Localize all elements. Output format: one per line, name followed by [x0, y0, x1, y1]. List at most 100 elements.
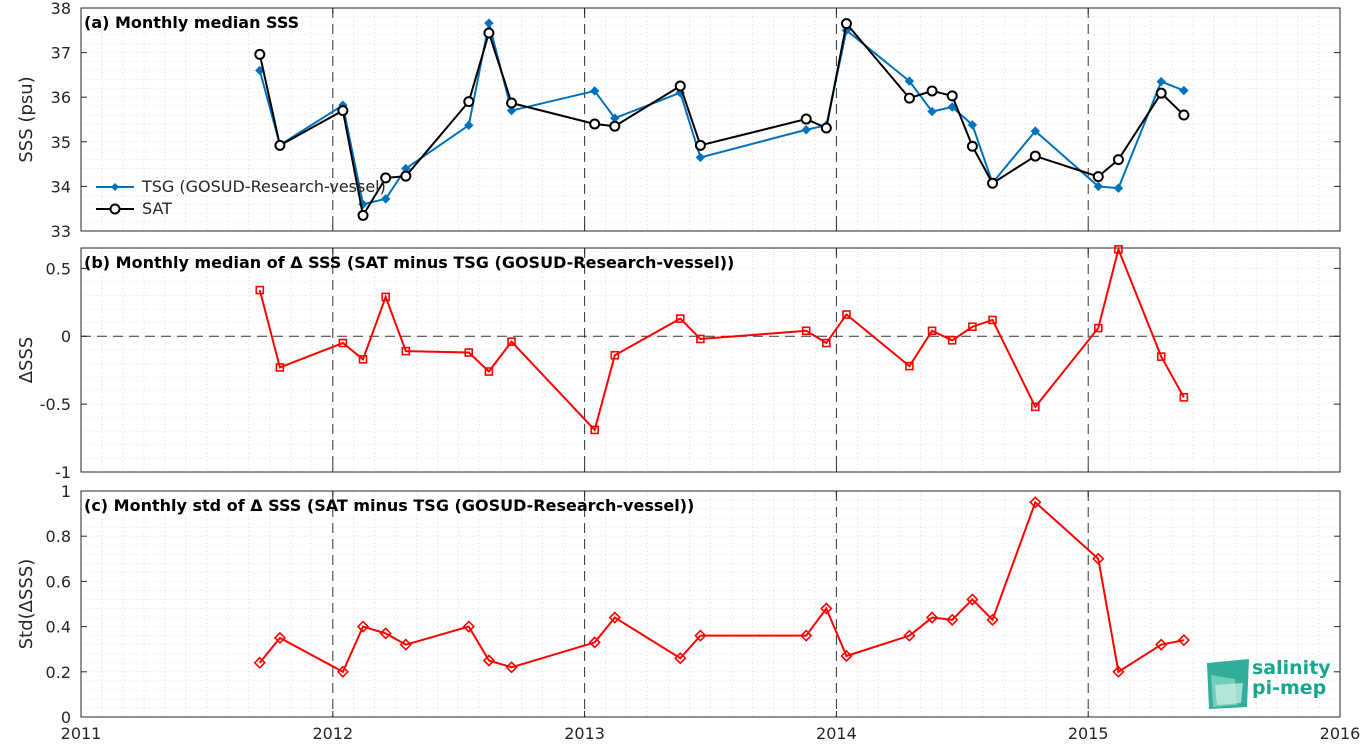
panel-title: (a) Monthly median SSS	[84, 13, 299, 32]
data-point	[1092, 552, 1105, 565]
data-point	[1112, 665, 1125, 678]
x-tick-label: 2016	[1320, 724, 1361, 743]
data-point	[590, 425, 599, 435]
y-axis-label: SSS (psu)	[16, 76, 37, 162]
x-tick-label: 2013	[564, 724, 605, 743]
data-point	[840, 649, 853, 663]
data-point	[274, 139, 286, 151]
data-point	[820, 602, 833, 615]
y-tick-label: 37	[51, 44, 71, 63]
data-point	[800, 113, 812, 125]
x-tick-label: 2011	[61, 724, 102, 743]
data-point	[986, 613, 999, 626]
legend: TSG (GOSUD-Research-vessel) SAT	[96, 177, 386, 218]
data-point	[462, 620, 475, 633]
axes-box	[80, 490, 1341, 718]
data-point	[1155, 87, 1167, 99]
data-point	[275, 363, 285, 372]
data-point	[696, 334, 705, 344]
data-point	[1093, 181, 1103, 192]
legend-label: TSG (GOSUD-Research-vessel)	[141, 177, 386, 196]
data-point	[674, 80, 686, 92]
axes-box	[80, 247, 1341, 473]
axes-box	[80, 7, 1341, 232]
data-point	[966, 593, 979, 606]
legend-label: SAT	[142, 199, 172, 218]
series-delta	[253, 496, 1191, 678]
panel-title: (b) Monthly median of Δ SSS (SAT minus T…	[84, 253, 734, 272]
y-tick-label: 0.5	[46, 259, 71, 278]
data-point	[1113, 183, 1124, 193]
data-point	[967, 120, 978, 130]
data-point	[484, 367, 494, 376]
data-point	[988, 315, 997, 325]
data-point	[483, 27, 495, 39]
data-point	[1178, 109, 1190, 121]
data-point	[464, 120, 474, 131]
data-point	[1114, 245, 1123, 254]
data-point	[800, 629, 813, 642]
y-tick-label: -1	[55, 463, 71, 482]
data-point	[1177, 634, 1191, 647]
data-point	[1030, 126, 1041, 136]
data-point	[357, 209, 369, 221]
data-point	[840, 18, 852, 30]
data-point	[675, 314, 685, 323]
logo-text: salinity pi-mep	[1252, 658, 1331, 698]
data-point	[381, 292, 390, 302]
data-point	[401, 346, 411, 356]
data-point	[589, 118, 601, 130]
data-point	[1093, 323, 1103, 333]
logo-line1: salinity	[1252, 657, 1331, 679]
data-point	[482, 654, 496, 667]
y-tick-label: 36	[51, 88, 71, 107]
data-point	[694, 139, 706, 151]
data-point	[608, 611, 621, 624]
data-point	[507, 337, 516, 346]
data-point	[842, 310, 851, 319]
data-point	[903, 92, 915, 104]
data-point	[1092, 171, 1104, 183]
panel-c: 0 0.2 0.4 0.6 0.8 1 2011 2012 2013 2014 2015 2016 St…	[16, 482, 1360, 743]
logo-line2: pi-mep	[1252, 677, 1327, 699]
data-point	[905, 361, 914, 371]
y-tick-label: 1	[61, 482, 71, 501]
y-tick-label: 0.8	[46, 527, 71, 546]
data-point	[820, 122, 832, 134]
data-point	[968, 322, 977, 332]
data-point	[338, 338, 348, 348]
y-tick-label: 34	[51, 177, 71, 196]
salinity-pi-mep-logo	[1207, 659, 1249, 709]
series-line	[258, 246, 1185, 432]
y-tick-label: 33	[51, 222, 71, 241]
y-tick-label: 38	[51, 0, 71, 18]
data-point	[506, 105, 517, 116]
data-point	[588, 636, 601, 649]
data-point	[904, 76, 915, 86]
data-point	[695, 152, 706, 163]
data-point	[484, 18, 494, 28]
data-point	[358, 355, 368, 364]
data-point	[801, 125, 811, 135]
panel-b: -1 -0.5 0 0.5 ΔSSS (b) Monthly median of Δ SS…	[16, 245, 1341, 482]
data-point	[609, 120, 621, 132]
data-point	[399, 638, 412, 651]
y-tick-label: 0	[61, 708, 71, 727]
data-point	[1031, 402, 1040, 412]
data-point	[253, 656, 266, 669]
series-sat	[254, 18, 1190, 221]
data-point	[946, 613, 959, 626]
data-point	[589, 86, 600, 96]
data-point	[947, 102, 957, 112]
series-line	[258, 22, 1185, 206]
data-point	[505, 661, 518, 674]
minor-grid	[80, 248, 1341, 473]
data-point	[1029, 496, 1042, 509]
data-point	[273, 631, 287, 645]
data-point	[966, 140, 978, 152]
data-point	[925, 611, 939, 624]
data-point	[822, 338, 831, 348]
series-delta	[255, 245, 1189, 435]
panel-title: (c) Monthly std of Δ SSS (SAT minus TSG …	[84, 496, 694, 515]
